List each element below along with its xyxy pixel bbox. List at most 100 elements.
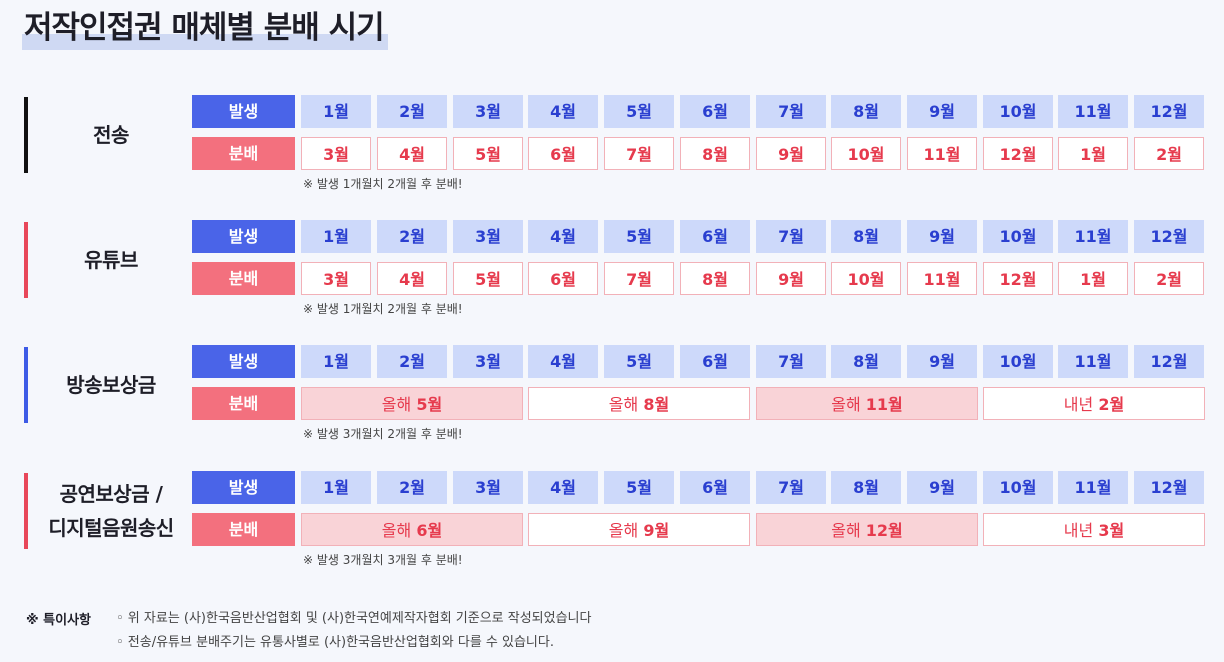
occurrence-month-cell: 1월: [301, 471, 371, 504]
distribution-quarter-cell: 올해 6월: [301, 513, 523, 546]
distribution-month-cell: 11월: [907, 262, 977, 295]
occurrence-month-cell: 3월: [453, 345, 523, 378]
occurrence-month-cell: 5월: [604, 471, 674, 504]
occurrence-month-cell: 9월: [907, 471, 977, 504]
distribution-month-cell: 9월: [756, 262, 826, 295]
occurrence-month-cell: 3월: [453, 471, 523, 504]
occurrence-month-cell: 5월: [604, 220, 674, 253]
occurrence-month-cell: 7월: [756, 220, 826, 253]
distribution-month-cell: 4월: [377, 262, 447, 295]
occurrence-month-cell: 4월: [528, 220, 598, 253]
occurrence-month-cell: 1월: [301, 220, 371, 253]
distribution-quarter-cell: 올해 12월: [756, 513, 978, 546]
occurrence-month-cell: 8월: [831, 345, 901, 378]
section-note: ※ 발생 3개월치 2개월 후 분배!: [303, 427, 463, 441]
occurrence-month-cell: 11월: [1058, 471, 1128, 504]
distribution-quarter-cell: 올해 8월: [528, 387, 750, 420]
section-accent-bar: [24, 222, 28, 298]
occurrence-month-cell: 7월: [756, 95, 826, 128]
section-2: 유튜브 발생 분배 1월 2월 3월 4월 5월 6월 7월 8월 9월 10월 11월 12월 3월 4월 5월…: [0, 220, 1224, 320]
occurrence-month-cell: 5월: [604, 345, 674, 378]
occurrence-month-cell: 6월: [680, 345, 750, 378]
section-accent-bar: [24, 97, 28, 173]
distribution-row-label: 분배: [192, 387, 295, 420]
distribution-month-cell: 1월: [1058, 137, 1128, 170]
section-note: ※ 발생 1개월치 2개월 후 분배!: [303, 302, 463, 316]
distribution-month-cell: 10월: [831, 137, 901, 170]
remark-item: ◦ 위 자료는 (사)한국음반산업협회 및 (사)한국연예제작자협회 기준으로 …: [116, 611, 592, 626]
section-label: 전송: [93, 123, 129, 147]
occurrence-month-cell: 11월: [1058, 220, 1128, 253]
distribution-year-label: 올해: [381, 395, 417, 414]
section-label: 유튜브: [84, 248, 138, 272]
occurrence-month-cell: 1월: [301, 345, 371, 378]
occurrence-month-cell: 8월: [831, 471, 901, 504]
distribution-month-label: 8월: [643, 395, 670, 414]
distribution-month-cell: 1월: [1058, 262, 1128, 295]
distribution-month-label: 6월: [416, 521, 443, 540]
distribution-month-label: 5월: [416, 395, 443, 414]
section-4: 공연보상금 / 디지털음원송신 발생 분배 1월 2월 3월 4월 5월 6월 7월 8월 9월 10월…: [0, 471, 1224, 571]
distribution-quarter-cell: 내년 2월: [983, 387, 1205, 420]
occurrence-row-label: 발생: [192, 471, 295, 504]
distribution-month-cell: 8월: [680, 262, 750, 295]
occurrence-month-cell: 8월: [831, 220, 901, 253]
occurrence-month-cell: 9월: [907, 220, 977, 253]
occurrence-month-cell: 2월: [377, 345, 447, 378]
occurrence-month-cell: 10월: [983, 95, 1053, 128]
occurrence-month-cell: 10월: [983, 345, 1053, 378]
section-1: 전송 발생 분배 1월 2월 3월 4월 5월 6월 7월 8월 9월 10월 11월 12월 3월 4월 5월 6…: [0, 95, 1224, 195]
distribution-month-cell: 5월: [453, 137, 523, 170]
distribution-month-cell: 11월: [907, 137, 977, 170]
occurrence-month-cell: 2월: [377, 471, 447, 504]
section-note: ※ 발생 3개월치 3개월 후 분배!: [303, 553, 463, 567]
occurrence-month-cell: 3월: [453, 220, 523, 253]
distribution-month-cell: 12월: [983, 137, 1053, 170]
occurrence-month-cell: 2월: [377, 95, 447, 128]
distribution-month-cell: 2월: [1134, 137, 1204, 170]
occurrence-row-label: 발생: [192, 345, 295, 378]
distribution-quarter-cell: 올해 11월: [756, 387, 978, 420]
distribution-month-cell: 7월: [604, 137, 674, 170]
distribution-month-label: 3월: [1098, 521, 1125, 540]
occurrence-month-cell: 9월: [907, 95, 977, 128]
distribution-month-cell: 5월: [453, 262, 523, 295]
occurrence-month-cell: 11월: [1058, 345, 1128, 378]
section-label: 공연보상금 / 디지털음원송신: [48, 482, 174, 540]
distribution-row-label: 분배: [192, 137, 295, 170]
distribution-month-cell: 4월: [377, 137, 447, 170]
occurrence-month-cell: 6월: [680, 95, 750, 128]
occurrence-month-cell: 6월: [680, 220, 750, 253]
occurrence-month-cell: 12월: [1134, 345, 1204, 378]
occurrence-month-cell: 10월: [983, 471, 1053, 504]
occurrence-month-cell: 3월: [453, 95, 523, 128]
distribution-month-label: 12월: [865, 521, 903, 540]
distribution-year-label: 올해: [831, 395, 866, 414]
distribution-year-label: 올해: [381, 521, 417, 540]
distribution-month-cell: 3월: [301, 262, 371, 295]
page-title: 저작인접권 매체별 분배 시기: [22, 8, 388, 50]
distribution-month-label: 9월: [643, 521, 670, 540]
distribution-row-label: 분배: [192, 513, 295, 546]
distribution-row-label: 분배: [192, 262, 295, 295]
distribution-year-label: 내년: [1063, 521, 1099, 540]
distribution-month-label: 11월: [865, 395, 903, 414]
distribution-month-cell: 10월: [831, 262, 901, 295]
distribution-month-cell: 3월: [301, 137, 371, 170]
occurrence-month-cell: 11월: [1058, 95, 1128, 128]
section-accent-bar: [24, 347, 28, 423]
distribution-quarter-cell: 올해 5월: [301, 387, 523, 420]
distribution-month-cell: 12월: [983, 262, 1053, 295]
remarks-title: ※ 특이사항: [26, 613, 92, 628]
occurrence-month-cell: 4월: [528, 95, 598, 128]
occurrence-month-cell: 9월: [907, 345, 977, 378]
occurrence-month-cell: 1월: [301, 95, 371, 128]
occurrence-month-cell: 7월: [756, 345, 826, 378]
occurrence-month-cell: 5월: [604, 95, 674, 128]
distribution-month-cell: 2월: [1134, 262, 1204, 295]
distribution-quarter-cell: 올해 9월: [528, 513, 750, 546]
occurrence-month-cell: 4월: [528, 471, 598, 504]
distribution-year-label: 올해: [831, 521, 866, 540]
occurrence-month-cell: 8월: [831, 95, 901, 128]
distribution-month-cell: 9월: [756, 137, 826, 170]
